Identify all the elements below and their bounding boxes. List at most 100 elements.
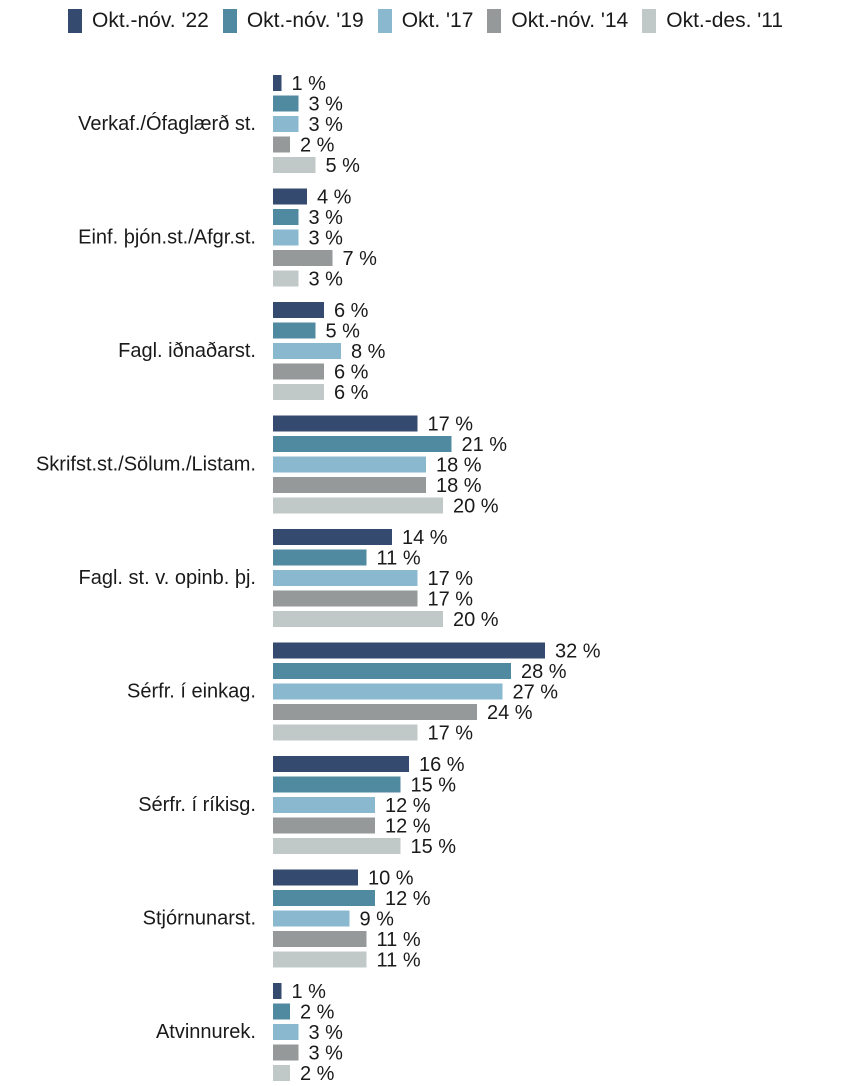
data-label: 2 % [300,135,335,157]
bar [273,910,350,927]
data-label: 12 % [385,795,431,817]
bar [273,1044,299,1061]
data-label: 18 % [436,475,482,497]
data-label: 3 % [309,207,344,229]
legend-label: Okt.-nóv. '19 [246,9,364,32]
legend-label: Okt.-des. '11 [666,9,784,32]
legend-item: Okt. '17 [377,9,474,33]
bar [273,157,316,173]
bar [273,229,299,246]
data-label: 3 % [309,1043,344,1065]
data-label: 21 % [462,434,508,456]
data-label: 5 % [326,155,361,177]
data-label: 20 % [453,609,499,631]
category-label: Fagl. iðnaðarst. [118,340,256,362]
legend-item: Okt.-des. '11 [642,9,783,33]
bar [273,477,426,493]
data-label: 2 % [300,1002,335,1024]
bar [273,75,282,91]
bar [273,663,511,679]
data-label: 3 % [309,228,344,250]
legend-swatch [222,9,237,33]
legend-label: Okt. '17 [401,9,474,32]
data-label: 16 % [419,754,465,776]
data-label: 3 % [309,1022,344,1044]
data-label: 4 % [317,187,352,209]
legend-item: Okt.-nóv. '22 [68,9,209,33]
bar [273,590,418,607]
bar [273,1024,299,1040]
data-label: 15 % [411,775,457,797]
bar [273,756,409,772]
data-label: 11 % [377,950,421,972]
data-label: 12 % [385,888,431,910]
bar [273,549,367,566]
bar [273,363,324,380]
category-label: Fagl. st. v. opinb. þj. [79,567,257,589]
bar [273,136,290,153]
data-label: 27 % [513,682,559,704]
chart-legend: Okt.-nóv. '22 Okt.-nóv. '19 Okt. '17 Okt.-n… [68,6,797,36]
bar [273,343,341,359]
bar [273,188,307,205]
legend-swatch [487,9,502,33]
category-label: Verkaf./Ófaglærð st. [78,112,256,135]
bar [273,869,358,886]
data-label: 17 % [428,414,474,436]
bar [273,983,282,999]
bar [273,611,443,627]
data-label: 6 % [334,382,369,404]
bar [273,724,418,741]
bar [273,890,375,906]
bar [273,95,299,112]
bar [273,838,401,854]
data-label: 2 % [300,1063,335,1085]
data-label: 11 % [377,929,421,951]
bar [273,642,545,659]
bar [273,415,418,432]
bar [273,209,299,225]
data-label: 1 % [292,981,327,1003]
legend-label: Okt.-nóv. '22 [92,9,209,32]
data-label: 8 % [351,341,386,363]
data-label: 32 % [555,641,601,663]
data-label: 18 % [436,455,482,477]
bar [273,1003,290,1020]
legend-item: Okt.-nóv. '14 [487,9,628,33]
data-label: 3 % [309,114,344,136]
data-label: 17 % [428,723,474,745]
data-label: 10 % [368,868,414,890]
bar [273,931,367,947]
bar [273,497,443,514]
bar [273,704,477,720]
bar [273,456,426,473]
bar [273,384,324,400]
bar [273,322,316,339]
bar [273,797,375,813]
data-label: 9 % [360,909,395,931]
legend-swatch [68,9,82,33]
data-label: 6 % [334,300,369,322]
data-label: 17 % [428,568,474,590]
bar [273,570,418,586]
bar [273,776,401,793]
legend-swatch [377,9,392,33]
legend-item: Okt.-nóv. '19 [222,9,364,33]
bar [273,683,503,700]
data-label: 24 % [487,702,533,724]
data-label: 20 % [453,496,499,518]
bar [273,270,299,287]
data-label: 17 % [428,589,474,611]
data-label: 3 % [309,269,344,291]
bar [273,817,375,834]
data-label: 6 % [334,362,369,384]
data-label: 1 % [292,73,327,95]
bar [273,250,333,266]
data-label: 12 % [385,816,431,838]
data-label: 5 % [326,321,361,343]
data-label: 11 % [377,548,421,570]
legend-swatch [642,9,657,33]
bar [273,302,324,318]
bar [273,1065,290,1081]
